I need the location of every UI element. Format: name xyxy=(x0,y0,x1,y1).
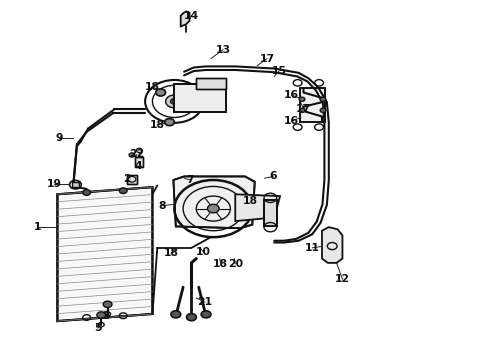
Text: 9: 9 xyxy=(55,133,63,143)
Bar xyxy=(174,84,225,112)
Text: 20: 20 xyxy=(228,259,243,269)
Bar xyxy=(72,182,79,187)
Text: 17: 17 xyxy=(296,104,311,113)
Bar xyxy=(265,200,277,226)
Text: 6: 6 xyxy=(270,171,277,181)
Text: 11: 11 xyxy=(305,243,320,253)
Circle shape xyxy=(166,95,183,108)
Text: 18: 18 xyxy=(150,120,165,130)
Text: 15: 15 xyxy=(271,66,287,76)
Text: 1: 1 xyxy=(34,222,42,232)
Circle shape xyxy=(187,314,196,321)
Polygon shape xyxy=(299,88,325,122)
Text: 14: 14 xyxy=(184,11,199,21)
Text: 3: 3 xyxy=(102,311,110,321)
Circle shape xyxy=(129,153,135,157)
Bar xyxy=(196,78,225,89)
Text: 7: 7 xyxy=(187,175,194,185)
Polygon shape xyxy=(235,194,280,221)
Circle shape xyxy=(83,190,91,195)
Circle shape xyxy=(320,97,326,102)
Bar xyxy=(127,175,137,184)
Circle shape xyxy=(207,204,219,213)
Bar xyxy=(127,175,137,184)
Text: 18: 18 xyxy=(213,259,228,269)
Text: 13: 13 xyxy=(216,45,231,55)
Text: 17: 17 xyxy=(259,54,274,64)
Bar xyxy=(265,200,277,226)
Circle shape xyxy=(171,99,178,104)
Polygon shape xyxy=(181,12,190,26)
Circle shape xyxy=(171,311,181,318)
Text: 5: 5 xyxy=(94,323,101,333)
Text: 21: 21 xyxy=(197,297,213,307)
Text: 18: 18 xyxy=(243,197,257,206)
Circle shape xyxy=(165,118,174,126)
Text: 18: 18 xyxy=(145,82,160,92)
Text: 8: 8 xyxy=(158,201,166,211)
Circle shape xyxy=(103,301,112,307)
Circle shape xyxy=(299,97,305,102)
Text: 12: 12 xyxy=(335,274,350,284)
Text: 18: 18 xyxy=(164,248,178,258)
Circle shape xyxy=(119,188,127,194)
Polygon shape xyxy=(173,176,255,228)
Bar xyxy=(135,157,143,167)
Text: 16: 16 xyxy=(284,116,299,126)
Text: 19: 19 xyxy=(47,179,62,189)
Circle shape xyxy=(97,312,106,318)
Polygon shape xyxy=(322,227,343,263)
Circle shape xyxy=(201,311,211,318)
Bar xyxy=(174,84,225,112)
Text: 10: 10 xyxy=(196,247,211,257)
Polygon shape xyxy=(57,187,152,321)
Circle shape xyxy=(320,108,326,112)
Text: 22: 22 xyxy=(129,149,145,159)
Bar xyxy=(196,78,225,89)
Text: 2: 2 xyxy=(123,174,131,184)
Text: 16: 16 xyxy=(284,90,299,100)
Text: 4: 4 xyxy=(135,161,143,171)
Bar xyxy=(135,157,143,167)
Circle shape xyxy=(156,89,166,96)
Circle shape xyxy=(299,108,305,112)
